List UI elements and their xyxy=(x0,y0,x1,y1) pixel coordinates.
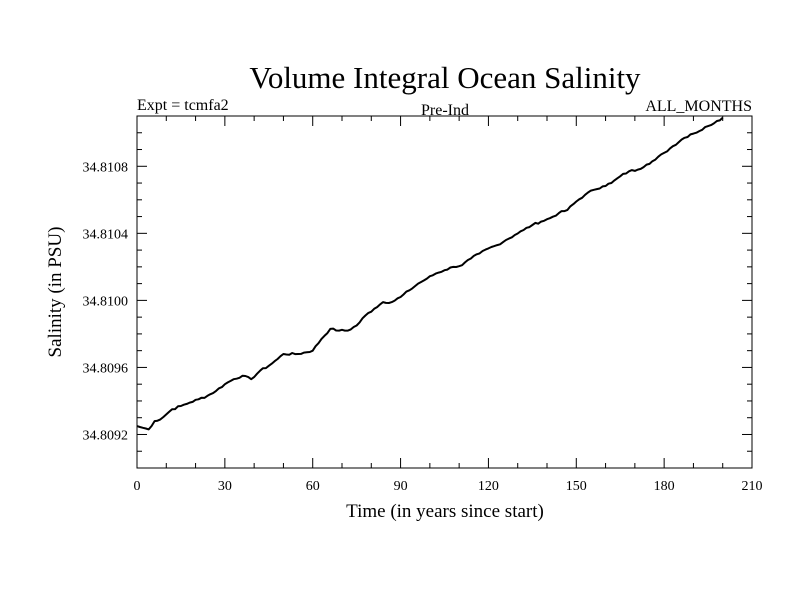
series-line-salinity xyxy=(136,116,724,431)
y-tick-label: 34.8104 xyxy=(83,227,129,242)
x-tick-label: 150 xyxy=(566,479,587,494)
x-tick-label: 90 xyxy=(394,479,408,494)
y-axis-label: Salinity (in PSU) xyxy=(45,227,66,358)
x-tick-label: 0 xyxy=(134,479,141,494)
x-tick-labels: 0 30 60 90 120 150 180 210 xyxy=(134,479,763,494)
subtitle-center: Pre-Ind xyxy=(421,102,469,119)
x-tick-label: 30 xyxy=(218,479,232,494)
axis-ticks xyxy=(136,115,753,469)
x-tick-label: 60 xyxy=(306,479,320,494)
x-tick-label: 120 xyxy=(478,479,499,494)
subtitle-left: Expt = tcmfa2 xyxy=(137,97,229,114)
y-tick-label: 34.8100 xyxy=(83,294,129,309)
chart-title: Volume Integral Ocean Salinity xyxy=(249,60,641,95)
subtitle-right: ALL_MONTHS xyxy=(645,98,752,115)
x-tick-label: 180 xyxy=(654,479,675,494)
y-tick-label: 34.8096 xyxy=(83,361,129,376)
plot-frame xyxy=(136,115,753,469)
x-tick-label: 210 xyxy=(742,479,763,494)
y-tick-label: 34.8092 xyxy=(83,428,129,443)
x-axis-label: Time (in years since start) xyxy=(346,501,544,522)
y-tick-labels: 34.8092 34.8096 34.8100 34.8104 34.8108 xyxy=(83,160,129,443)
y-tick-label: 34.8108 xyxy=(83,160,129,175)
